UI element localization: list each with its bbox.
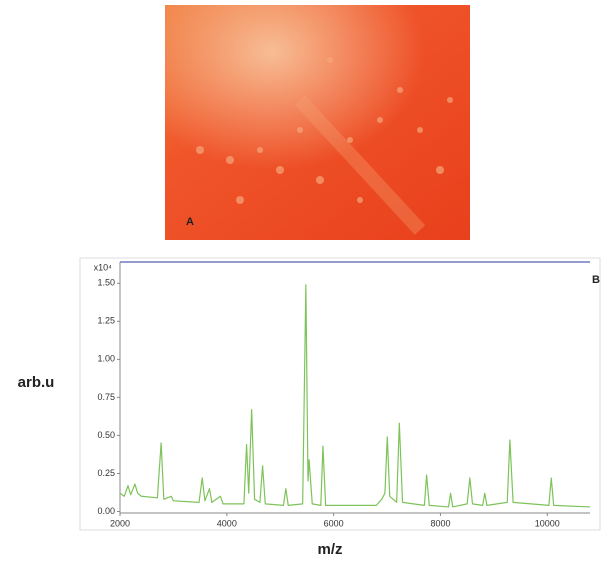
y-axis-title: arb.u: [18, 374, 55, 391]
bacterial-growth: [165, 5, 470, 240]
y-tick-label: 0.00: [97, 506, 115, 516]
y-tick-label: 1.50: [97, 278, 115, 288]
y-tick-label: 0.25: [97, 468, 115, 478]
colonies: [196, 57, 453, 204]
y-tick-label: 1.00: [97, 354, 115, 364]
x-axis-title: m/z: [317, 541, 342, 558]
y-tick-label: 1.25: [97, 316, 115, 326]
y-tick-label: 0.50: [97, 430, 115, 440]
x-tick-label: 4000: [217, 518, 237, 528]
panel-label: A: [186, 216, 194, 228]
panel-label: B: [592, 274, 600, 286]
spectrum-line: [119, 284, 591, 508]
streak: [294, 95, 426, 235]
x-tick-label: 2000: [110, 518, 130, 528]
y-tick-label: 0.75: [97, 392, 115, 402]
x-tick-label: 6000: [324, 518, 344, 528]
x-tick-label: 10000: [535, 518, 560, 528]
y-scale-label: x10⁴: [94, 262, 113, 272]
x-tick-label: 8000: [430, 518, 450, 528]
plot-frame: [79, 257, 601, 531]
photo-panel: A: [165, 5, 470, 240]
